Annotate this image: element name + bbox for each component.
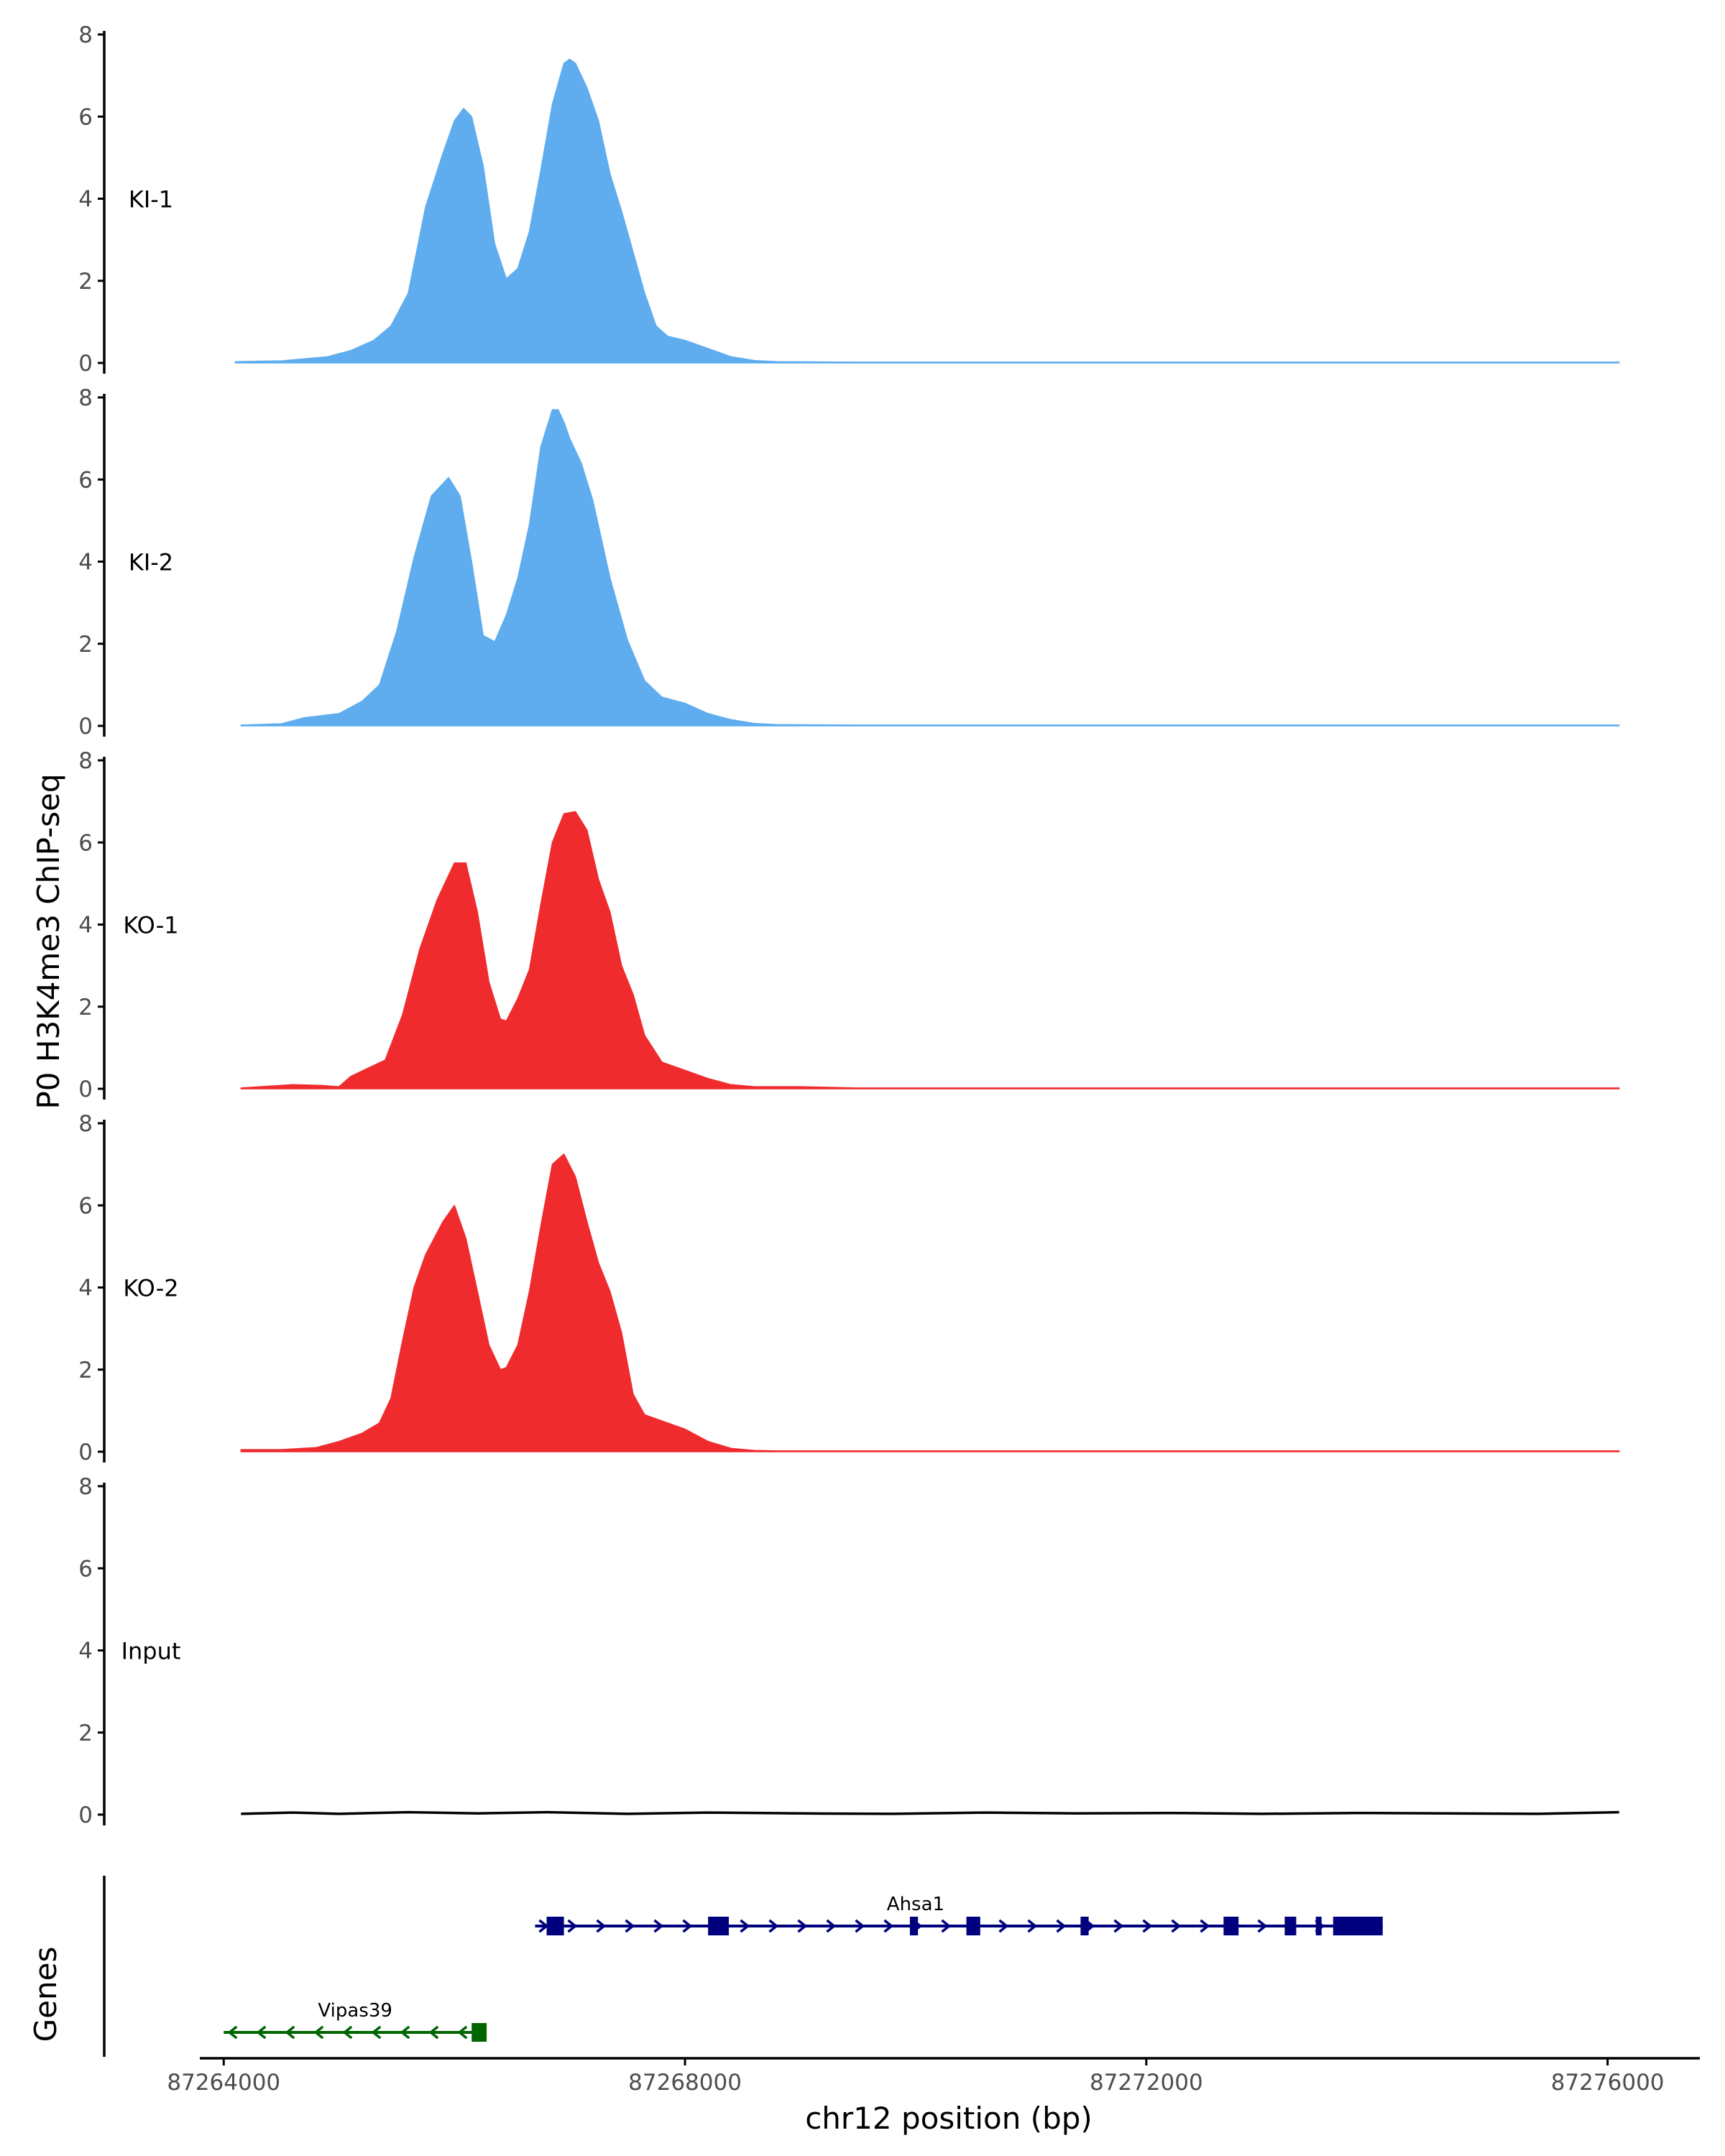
y-tick-label: 8 — [78, 1111, 93, 1137]
y-tick-label: 4 — [78, 187, 93, 213]
series-area-ko-1 — [240, 811, 1620, 1089]
y-tick-label: 6 — [78, 1556, 93, 1582]
strand-arrow — [342, 2025, 353, 2040]
exon — [1080, 1917, 1089, 1935]
strand-arrow — [400, 2025, 410, 2040]
strand-arrow — [256, 2025, 267, 2040]
y-tick-label: 6 — [78, 467, 93, 493]
strand-arrow — [740, 1919, 750, 1933]
strand-arrow — [371, 2025, 382, 2040]
x-tick-label: 87272000 — [1090, 2070, 1203, 2096]
gene-label: Vipas39 — [318, 2000, 392, 2022]
x-axis-title: chr12 position (bp) — [805, 2101, 1092, 2136]
gene-vipas39: Vipas39 — [224, 2000, 487, 2042]
y-axis-title: P0 H3K4me3 ChIP-seq — [31, 773, 66, 1109]
strand-arrow — [625, 1919, 635, 1933]
y-tick-label: 6 — [78, 104, 93, 130]
y-tick-label: 2 — [78, 632, 93, 658]
strand-arrow — [1200, 1919, 1210, 1933]
y-tick-label: 8 — [78, 385, 93, 411]
strand-arrow — [1171, 1919, 1182, 1933]
strand-arrow — [653, 1919, 664, 1933]
track-ko-2: 0 2 4 6 8 KO-2 — [78, 1111, 1620, 1465]
exon — [472, 2023, 487, 2042]
strand-arrow — [1257, 1919, 1268, 1933]
y-tick-label: 2 — [78, 1358, 93, 1383]
x-tick-label: 87264000 — [167, 2070, 280, 2096]
y-tick-label: 4 — [78, 1639, 93, 1664]
strand-arrow — [428, 2025, 439, 2040]
exon — [1223, 1917, 1239, 1935]
track-ki-1: 0 2 4 6 8 KI-1 — [78, 22, 1620, 377]
y-tick-label: 0 — [78, 351, 93, 377]
y-tick-label: 0 — [78, 1439, 93, 1465]
strand-arrow — [797, 1919, 808, 1933]
series-area-ko-2 — [240, 1153, 1620, 1452]
gene-label: Ahsa1 — [887, 1894, 944, 1915]
exon — [909, 1917, 919, 1935]
strand-arrow — [1056, 1919, 1067, 1933]
strand-arrow — [768, 1919, 779, 1933]
genes-axis-title: Genes — [28, 1947, 63, 2042]
y-tick-label: 8 — [78, 22, 93, 48]
track-label: KI-2 — [129, 549, 173, 576]
genes-panel: Ahsa1 Vipas39 — [103, 1876, 1383, 2057]
x-axis: 87264000 87268000 87272000 87276000 — [167, 2057, 1700, 2096]
exon — [1284, 1917, 1297, 1935]
series-area-ki-2 — [240, 409, 1620, 727]
track-label: KO-1 — [123, 912, 178, 939]
strand-arrow — [227, 2025, 238, 2040]
strand-arrow — [941, 1919, 952, 1933]
y-tick-label: 4 — [78, 550, 93, 576]
track-label: KI-1 — [129, 186, 173, 213]
track-input: 0 2 4 6 8 Input — [78, 1474, 1619, 1828]
y-tick-label: 8 — [78, 748, 93, 774]
exon — [1315, 1917, 1322, 1935]
strand-arrow — [285, 2025, 295, 2040]
exon — [966, 1917, 980, 1935]
x-tick-label: 87276000 — [1551, 2070, 1665, 2096]
exon — [546, 1917, 564, 1935]
strand-arrow — [998, 1919, 1009, 1933]
y-tick-label: 4 — [78, 1276, 93, 1302]
track-ki-2: 0 2 4 6 8 KI-2 — [78, 385, 1620, 740]
y-tick-label: 2 — [78, 269, 93, 295]
exon — [708, 1917, 730, 1935]
strand-arrow — [826, 1919, 837, 1933]
y-tick-label: 0 — [78, 1077, 93, 1102]
strand-arrow — [1113, 1919, 1124, 1933]
series-area-ki-1 — [234, 58, 1620, 364]
x-tick-label: 87268000 — [628, 2070, 742, 2096]
strand-arrow — [682, 1919, 693, 1933]
strand-arrow — [313, 2025, 324, 2040]
track-label: Input — [121, 1638, 181, 1665]
strand-arrow — [1027, 1919, 1038, 1933]
strand-arrow — [1142, 1919, 1153, 1933]
strand-arrow — [538, 1919, 549, 1933]
y-tick-label: 4 — [78, 913, 93, 939]
y-tick-label: 6 — [78, 1193, 93, 1219]
track-ko-1: 0 2 4 6 8 KO-1 — [78, 748, 1620, 1102]
exon — [1333, 1917, 1383, 1935]
strand-arrow — [883, 1919, 894, 1933]
signal-tracks: 0 2 4 6 8 KI-1 0 2 4 6 8 KI-2 0 2 4 6 8 KO-1 0 2 4 6 8 KO-2 0 2 4 6… — [78, 22, 1620, 1828]
y-tick-label: 2 — [78, 1720, 93, 1746]
y-tick-label: 6 — [78, 830, 93, 856]
strand-arrow — [855, 1919, 865, 1933]
strand-arrow — [567, 1919, 578, 1933]
y-tick-label: 2 — [78, 995, 93, 1021]
strand-arrow — [596, 1919, 607, 1933]
gene-ahsa1: Ahsa1 — [535, 1894, 1383, 1935]
strand-arrow — [457, 2025, 468, 2040]
y-tick-label: 0 — [78, 1802, 93, 1828]
y-tick-label: 8 — [78, 1474, 93, 1500]
series-line-input — [241, 1810, 1619, 1815]
y-tick-label: 0 — [78, 714, 93, 740]
track-label: KO-2 — [123, 1275, 178, 1302]
